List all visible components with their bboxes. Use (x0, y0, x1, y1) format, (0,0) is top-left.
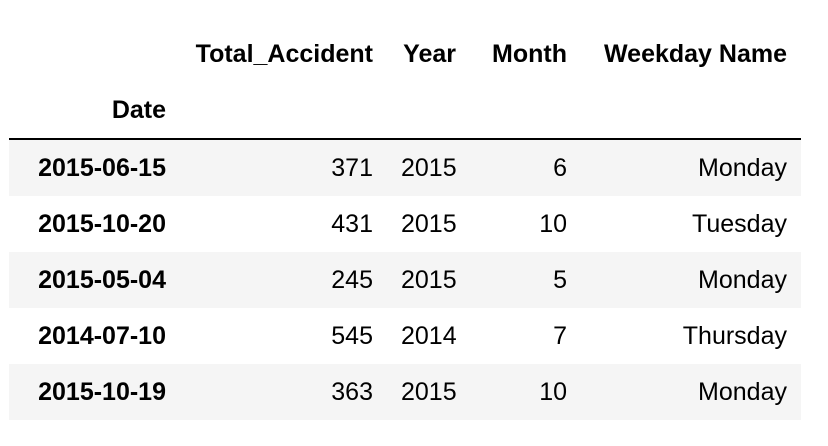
row-index-date: 2015-05-04 (38, 266, 166, 294)
table-row: 2015-10-19 363 2015 10 Monday (9, 364, 801, 420)
cell-month: 5 (553, 266, 567, 294)
cell-month: 10 (539, 378, 567, 406)
index-name-filler (470, 82, 581, 140)
cell-total-accident: 245 (331, 266, 373, 294)
cell-weekday-name: Monday (698, 154, 787, 182)
cell-total-accident: 431 (331, 210, 373, 238)
cell-year: 2015 (401, 378, 457, 406)
table-row: 2015-06-15 371 2015 6 Monday (9, 139, 801, 196)
column-header-total-accident: Total_Accident (195, 40, 373, 68)
cell-weekday-name: Thursday (682, 322, 787, 350)
cell-month: 10 (539, 210, 567, 238)
column-header-row: Total_Accident Year Month Weekday Name (9, 26, 801, 82)
row-index-date: 2015-10-20 (38, 210, 166, 238)
row-index-date: 2015-10-19 (38, 378, 166, 406)
cell-month: 6 (553, 154, 567, 182)
cell-total-accident: 545 (331, 322, 373, 350)
table-row: 2015-10-20 431 2015 10 Tuesday (9, 196, 801, 252)
cell-weekday-name: Monday (698, 266, 787, 294)
cell-total-accident: 371 (331, 154, 373, 182)
index-name-header: Date (9, 82, 180, 140)
cell-year: 2015 (401, 266, 457, 294)
index-header-blank (9, 26, 180, 82)
index-name-row: Date (9, 82, 801, 140)
cell-month: 7 (553, 322, 567, 350)
cell-year: 2014 (401, 322, 457, 350)
index-name-filler (387, 82, 470, 140)
cell-year: 2015 (401, 210, 457, 238)
cell-weekday-name: Tuesday (692, 210, 787, 238)
column-header-month: Month (492, 40, 567, 68)
table-row: 2014-07-10 545 2014 7 Thursday (9, 308, 801, 364)
row-index-date: 2015-06-15 (38, 154, 166, 182)
column-header-weekday-name: Weekday Name (604, 40, 787, 68)
cell-year: 2015 (401, 154, 457, 182)
column-header-year: Year (403, 40, 456, 68)
cell-total-accident: 363 (331, 378, 373, 406)
index-name-filler (581, 82, 801, 140)
dataframe-output: Total_Accident Year Month Weekday Name D… (9, 26, 801, 420)
dataframe-table: Total_Accident Year Month Weekday Name D… (9, 26, 801, 420)
cell-weekday-name: Monday (698, 378, 787, 406)
table-row: 2015-05-04 245 2015 5 Monday (9, 252, 801, 308)
row-index-date: 2014-07-10 (38, 322, 166, 350)
index-name-filler (180, 82, 387, 140)
